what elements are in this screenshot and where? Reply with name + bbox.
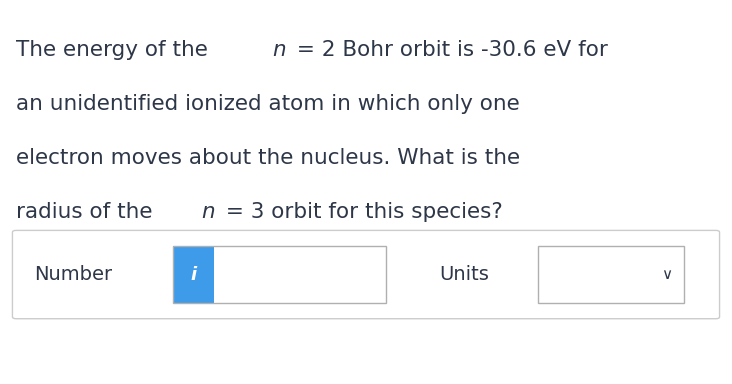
Text: n: n (201, 202, 214, 222)
Bar (173, 246, 214, 303)
Text: Units: Units (439, 265, 489, 284)
Text: Number: Number (34, 265, 113, 284)
Text: an unidentified ionized atom in which only one: an unidentified ionized atom in which on… (16, 94, 520, 114)
Text: n: n (272, 40, 286, 60)
Text: = 2 Bohr orbit is -30.6 eV for: = 2 Bohr orbit is -30.6 eV for (290, 40, 608, 60)
Text: ∨: ∨ (660, 267, 672, 282)
Text: radius of the: radius of the (16, 202, 160, 222)
Text: electron moves about the nucleus. What is the: electron moves about the nucleus. What i… (16, 148, 520, 168)
Text: = 3 orbit for this species?: = 3 orbit for this species? (219, 202, 502, 222)
Text: i: i (190, 266, 197, 283)
FancyBboxPatch shape (12, 230, 720, 319)
FancyBboxPatch shape (538, 246, 684, 303)
Text: The energy of the: The energy of the (16, 40, 215, 60)
